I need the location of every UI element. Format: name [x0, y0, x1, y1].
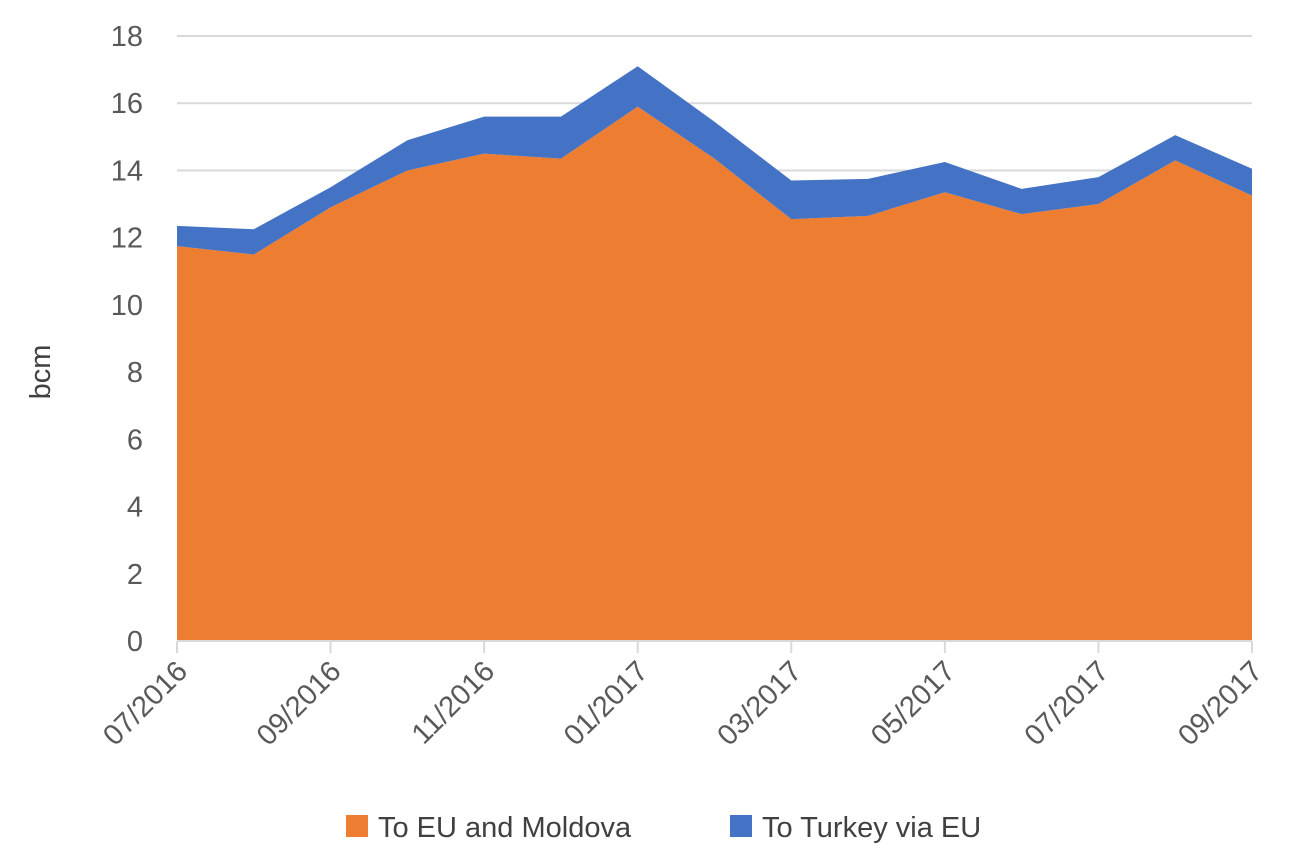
x-axis-tick-labels: 07/2016 09/2016 11/2016 01/2017 03/2017 05/20…: [97, 655, 1269, 752]
x-tick-label: 07/2017: [1019, 655, 1116, 752]
y-axis-tick-labels: 0 2 4 6 8 10 12 14 16 18: [111, 21, 143, 658]
x-tick-label: 11/2016: [406, 655, 501, 750]
x-tick-label: 01/2017: [558, 655, 655, 752]
legend: To EU and Moldova To Turkey via EU: [346, 812, 981, 844]
y-tick-label: 12: [111, 223, 143, 255]
y-tick-label: 16: [111, 88, 143, 120]
x-tick-label: 07/2016: [97, 655, 194, 752]
y-tick-label: 10: [111, 290, 143, 322]
x-tick-label: 03/2017: [711, 655, 808, 752]
x-tick-label: 09/2017: [1172, 655, 1269, 752]
legend-label: To EU and Moldova: [378, 812, 632, 844]
x-tick-label: 05/2017: [865, 655, 962, 752]
y-tick-label: 0: [127, 626, 143, 658]
y-tick-label: 14: [111, 155, 143, 187]
series-area-1: [177, 66, 1252, 255]
legend-swatch: [346, 815, 368, 837]
x-tick-label: 09/2016: [251, 655, 348, 752]
y-tick-label: 18: [111, 21, 143, 53]
legend-label: To Turkey via EU: [762, 812, 981, 844]
y-tick-label: 4: [127, 492, 143, 524]
series-area-0: [177, 106, 1252, 641]
plot-areas: [177, 66, 1252, 641]
legend-swatch: [730, 815, 752, 837]
axes: [176, 640, 1253, 653]
y-tick-label: 6: [127, 424, 143, 456]
y-axis-title: bcm: [25, 345, 57, 400]
y-tick-label: 8: [127, 357, 143, 389]
y-tick-label: 2: [127, 559, 143, 591]
